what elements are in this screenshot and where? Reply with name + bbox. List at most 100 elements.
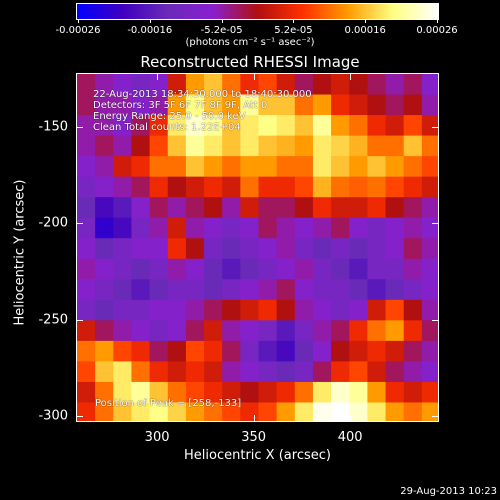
annotation-clean: Clean Total counts: 1.22E+04 xyxy=(93,122,241,133)
heatmap-cell xyxy=(77,279,96,301)
heatmap-cell xyxy=(367,402,387,421)
heatmap-cell xyxy=(185,156,205,178)
heatmap-cell xyxy=(222,74,241,96)
heatmap-cell xyxy=(240,197,260,219)
heatmap-cell xyxy=(276,135,296,157)
heatmap-cell xyxy=(385,279,405,301)
heatmap-cell xyxy=(331,279,350,301)
heatmap-cell xyxy=(421,381,438,404)
heatmap-cell xyxy=(385,381,405,404)
heatmap-cell xyxy=(403,74,423,96)
x-tick-label: 350 xyxy=(241,430,267,445)
heatmap-cell xyxy=(222,94,241,116)
footer-date: 29-Aug-2013 10:23 xyxy=(400,486,497,497)
heatmap-cell xyxy=(331,176,350,198)
heatmap-cell xyxy=(349,238,368,260)
heatmap-cell xyxy=(276,299,296,321)
heatmap-cell xyxy=(331,381,350,404)
heatmap-cell xyxy=(222,361,241,383)
y-tick-mark xyxy=(432,126,438,128)
heatmap-cell xyxy=(204,299,223,321)
heatmap-cell xyxy=(258,197,278,219)
colorbar xyxy=(76,3,439,20)
heatmap-cell xyxy=(331,258,350,280)
heatmap-cell xyxy=(95,361,114,383)
heatmap-cell xyxy=(95,238,114,260)
heatmap-cell xyxy=(222,340,241,363)
heatmap-cell xyxy=(349,156,368,178)
heatmap-cell xyxy=(77,94,96,116)
heatmap-cell xyxy=(258,320,278,342)
heatmap-cell xyxy=(240,238,260,260)
heatmap-cell xyxy=(294,156,314,178)
y-tick-label: -150 xyxy=(38,119,68,135)
heatmap-cell xyxy=(349,115,368,137)
heatmap-cell xyxy=(185,217,205,239)
heatmap-cell xyxy=(294,115,314,137)
annotation-energy: Energy Range: 25.0 - 50.0 keV xyxy=(93,111,246,122)
heatmap-cell xyxy=(349,381,368,404)
heatmap-cell xyxy=(258,94,278,116)
heatmap-cell xyxy=(276,197,296,219)
y-tick-mark xyxy=(77,319,83,321)
heatmap-cell xyxy=(113,156,133,178)
heatmap-cell xyxy=(312,320,332,342)
heatmap-cell xyxy=(276,94,296,116)
heatmap-cell xyxy=(276,74,296,96)
heatmap-cell xyxy=(204,94,223,116)
heatmap-cell xyxy=(276,361,296,383)
heatmap-cell xyxy=(276,115,296,137)
heatmap-cell xyxy=(421,156,438,178)
heatmap-cell xyxy=(276,217,296,239)
heatmap-cell xyxy=(294,381,314,404)
heatmap-cell xyxy=(294,176,314,198)
heatmap-cell xyxy=(240,402,260,421)
heatmap-cell xyxy=(131,135,151,157)
heatmap-cell xyxy=(258,381,278,404)
heatmap-cell xyxy=(149,197,169,219)
heatmap-cell xyxy=(367,279,387,301)
heatmap-cell xyxy=(331,340,350,363)
colorbar-tick-mark xyxy=(149,19,151,23)
heatmap-cell xyxy=(276,340,296,363)
heatmap-cell xyxy=(349,258,368,280)
heatmap-cell xyxy=(421,217,438,239)
heatmap-cell xyxy=(403,94,423,116)
heatmap-cell xyxy=(349,402,368,421)
x-tick-label: 300 xyxy=(144,430,170,445)
heatmap-cell xyxy=(95,402,114,421)
heatmap-cell xyxy=(113,94,133,116)
heatmap-cell xyxy=(185,299,205,321)
heatmap-cell xyxy=(240,94,260,116)
x-tick-mark xyxy=(253,415,255,421)
heatmap-cell xyxy=(331,94,350,116)
y-tick-mark xyxy=(77,126,83,128)
heatmap-cell xyxy=(204,258,223,280)
y-tick-mark xyxy=(432,416,438,418)
heatmap-cell xyxy=(113,340,133,363)
heatmap-cell xyxy=(403,279,423,301)
heatmap-cell xyxy=(185,115,205,137)
x-tick-mark xyxy=(157,74,159,80)
heatmap-cell xyxy=(312,115,332,137)
heatmap-cell xyxy=(113,197,133,219)
heatmap-cell xyxy=(222,238,241,260)
heatmap-cell xyxy=(113,258,133,280)
heatmap-cell xyxy=(294,402,314,421)
heatmap-cell xyxy=(349,176,368,198)
heatmap-cell xyxy=(131,94,151,116)
heatmap-cell xyxy=(204,381,223,404)
heatmap-cell xyxy=(349,135,368,157)
heatmap-cell xyxy=(222,279,241,301)
heatmap-cell xyxy=(367,115,387,137)
heatmap-cell xyxy=(258,74,278,96)
heatmap-cell xyxy=(185,402,205,421)
heatmap-cell xyxy=(185,74,205,96)
heatmap-cell xyxy=(258,217,278,239)
heatmap-cell xyxy=(385,402,405,421)
heatmap-cell xyxy=(77,135,96,157)
heatmap-cell xyxy=(185,197,205,219)
heatmap-cell xyxy=(222,402,241,421)
heatmap-cell xyxy=(367,238,387,260)
heatmap-cell xyxy=(385,361,405,383)
